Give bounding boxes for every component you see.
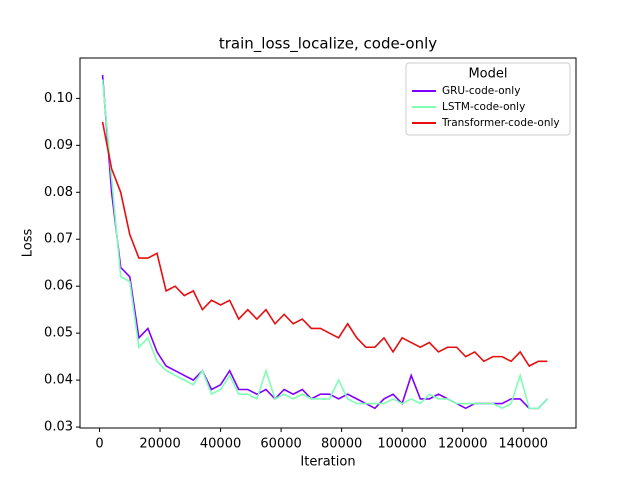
x-tick-label: 60000: [260, 437, 301, 452]
y-tick-label: 0.07: [44, 232, 73, 247]
x-tick-label: 20000: [139, 437, 180, 452]
legend-label: Transformer-code-only: [441, 117, 560, 129]
legend: Model GRU-code-only LSTM-code-only Transfor…: [405, 62, 571, 136]
y-tick-label: 0.09: [44, 138, 73, 153]
y-tick-label: 0.06: [44, 279, 73, 294]
x-tick-label: 100000: [377, 437, 427, 452]
plot-frame: [79, 57, 577, 429]
series-line: [101, 121, 548, 368]
x-tick-label: 40000: [200, 437, 241, 452]
chart-title: train_loss_localize, code-only: [219, 35, 437, 54]
y-tick-label: 0.08: [44, 185, 73, 200]
x-tick-label: 80000: [321, 437, 362, 452]
x-tick-label: 140000: [498, 437, 548, 452]
y-tick-label: 0.04: [44, 373, 73, 388]
y-tick-label: 0.10: [44, 91, 73, 106]
legend-label: GRU-code-only: [442, 85, 520, 97]
x-tick-label: 120000: [438, 437, 488, 452]
y-tick-label: 0.05: [44, 326, 73, 341]
x-axis-label: Iteration: [300, 455, 355, 470]
series-line: [101, 79, 548, 410]
y-tick-label: 0.03: [44, 420, 73, 435]
x-tick-label: 0: [95, 437, 103, 452]
legend-box: [405, 62, 571, 136]
legend-title: Model: [468, 67, 507, 82]
y-axis-label: Loss: [21, 229, 36, 258]
legend-label: LSTM-code-only: [442, 101, 525, 113]
